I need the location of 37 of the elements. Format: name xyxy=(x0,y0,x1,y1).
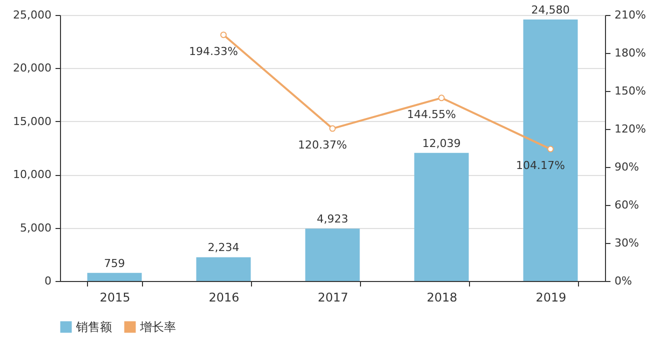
bar xyxy=(87,272,142,281)
legend-label: 销售额 xyxy=(75,320,112,334)
y2-tick-label: 180% xyxy=(614,46,646,60)
point xyxy=(329,125,336,132)
x-tick-label: 2017 xyxy=(318,290,348,304)
y-tick-label: 15,000 xyxy=(13,114,52,128)
point xyxy=(438,94,445,102)
y-tick-label: 0 xyxy=(44,274,52,288)
data-label: 144.55% xyxy=(407,108,456,121)
y2-tick-label: 60% xyxy=(614,198,639,212)
y2-tick-label: 30% xyxy=(614,236,639,250)
x-tick-label: 2019 xyxy=(536,290,566,304)
x-tick-label: 2015 xyxy=(100,290,130,304)
y2-tick-label: 210% xyxy=(614,8,646,22)
y2-tick-label: 0% xyxy=(614,274,632,288)
data-label: 194.33% xyxy=(189,44,238,58)
y-tick-label: 5,000 xyxy=(20,221,52,234)
y2-tick-label: 150% xyxy=(614,84,646,98)
y-tick-label: 25,000 xyxy=(13,8,52,22)
data-label: 24,580 xyxy=(531,3,570,16)
data-label: 4,923 xyxy=(316,212,348,226)
data-label: 120.37% xyxy=(298,138,347,152)
bar xyxy=(196,257,251,281)
y2-tick-label: 90% xyxy=(614,160,639,174)
y2-tick-label: 120% xyxy=(614,122,646,136)
point xyxy=(547,146,554,152)
bar xyxy=(305,228,360,281)
legend-label: 增长率 xyxy=(139,320,176,334)
y-tick-label: 20,000 xyxy=(13,62,52,75)
point xyxy=(220,32,227,38)
data-label: 12,039 xyxy=(422,136,461,150)
bar xyxy=(414,152,469,281)
x-tick-label: 2016 xyxy=(208,290,240,304)
data-label: 2,234 xyxy=(208,241,240,254)
x-tick-label: 2018 xyxy=(426,290,458,304)
data-label: 759 xyxy=(104,256,125,270)
y-tick-label: 10,000 xyxy=(13,168,52,182)
